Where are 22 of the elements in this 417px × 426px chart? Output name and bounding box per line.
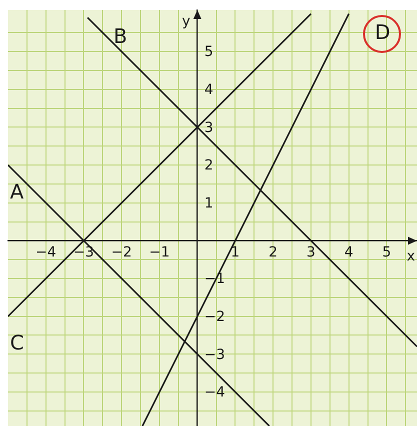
x-tick-label: 3 (306, 244, 316, 261)
series-label: D (374, 20, 390, 44)
y-tick-label: −3 (204, 346, 225, 363)
y-tick-label: 3 (204, 120, 214, 136)
y-tick-label: 5 (204, 44, 214, 60)
x-tick-label: −4 (36, 244, 56, 261)
y-tick-label: −2 (204, 308, 225, 325)
y-tick-label: 4 (204, 82, 214, 98)
x-axis-title: x (406, 248, 415, 264)
x-tick-label: 4 (344, 244, 354, 261)
x-tick-label: −2 (111, 244, 132, 261)
y-tick-label: 2 (204, 158, 214, 174)
x-tick-label: 1 (230, 244, 240, 261)
y-tick-label: −4 (204, 384, 226, 401)
y-tick-label: 1 (204, 196, 214, 212)
y-axis-title: y (182, 14, 190, 30)
x-tick-label: 5 (382, 244, 392, 261)
series-label: B (114, 24, 128, 48)
x-tick-label: −1 (149, 244, 170, 261)
series-label: C (10, 330, 24, 355)
x-tick-label: 2 (268, 244, 278, 261)
series-label: A (10, 179, 24, 204)
